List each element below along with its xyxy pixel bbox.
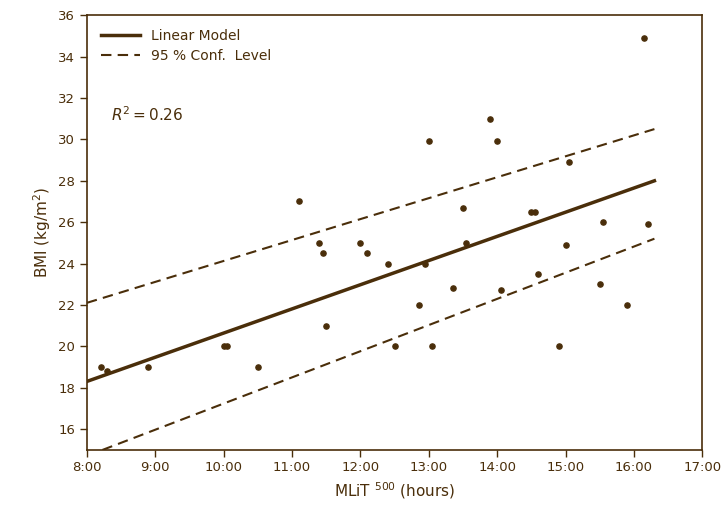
Point [355,239,366,247]
Point [95,363,106,371]
Y-axis label: BMI (kg/m$^{2}$): BMI (kg/m$^{2}$) [31,187,53,278]
Point [361,249,373,257]
Point [321,321,332,330]
Point [560,241,571,249]
Point [222,342,233,351]
Point [143,363,154,371]
Point [389,342,400,351]
Point [447,284,458,292]
Point [563,158,575,166]
Point [426,342,438,351]
Point [594,280,605,288]
Point [553,342,565,351]
Point [457,203,468,212]
Point [423,137,434,146]
Point [484,114,496,123]
Point [492,137,503,146]
Point [494,286,506,294]
Point [639,34,650,42]
Point [532,270,544,278]
Point [101,367,113,375]
Point [293,197,305,205]
Point [413,301,424,309]
Point [313,239,325,247]
Point [526,208,537,216]
Point [382,260,394,268]
Point [317,249,329,257]
Point [252,363,264,371]
Text: $R^{2} = 0.26$: $R^{2} = 0.26$ [111,105,182,124]
Point [218,342,230,351]
Point [460,239,472,247]
Point [597,218,609,226]
X-axis label: MLiT $^{500}$ (hours): MLiT $^{500}$ (hours) [334,480,455,501]
Point [529,208,541,216]
Point [419,260,431,268]
Point [621,301,633,309]
Legend: Linear Model, 95 % Conf.  Level: Linear Model, 95 % Conf. Level [94,22,278,69]
Point [641,220,653,228]
